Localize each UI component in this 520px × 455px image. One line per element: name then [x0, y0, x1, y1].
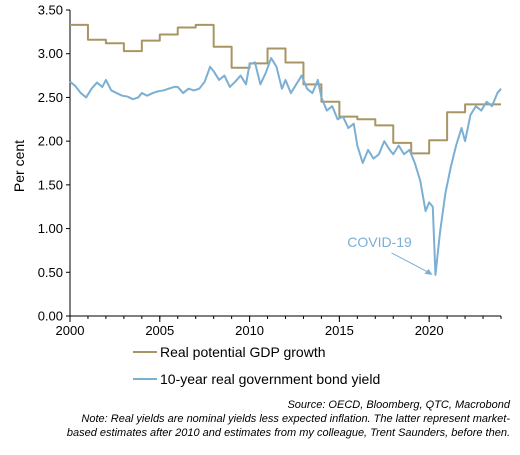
- y-axis-label: Per cent: [11, 140, 27, 192]
- y-tick-label: 2.00: [38, 134, 63, 149]
- plot-area: [69, 10, 502, 317]
- y-tick-label: 1.00: [38, 221, 63, 236]
- note-line-1: Note: Real yields are nominal yields les…: [81, 413, 510, 425]
- annotation-label: COVID-19: [347, 234, 412, 250]
- note-line-2: based estimates after 2010 and estimates…: [67, 427, 510, 439]
- x-axis-ticks: 2000 2005 2010 2015 2020: [56, 316, 502, 338]
- legend-label-1: Real potential GDP growth: [160, 344, 326, 360]
- x-tick-label: 2015: [325, 323, 354, 338]
- y-tick-label: 0.50: [38, 265, 63, 280]
- y-tick-label: 2.50: [38, 90, 63, 105]
- y-tick-label: 1.50: [38, 177, 63, 192]
- y-tick-label: 3.00: [38, 46, 63, 61]
- x-tick-label: 2020: [415, 323, 444, 338]
- legend-label-2: 10-year real government bond yield: [160, 371, 380, 387]
- annotation-arrow-line: [391, 252, 432, 275]
- source-note: Source: OECD, Bloomberg, QTC, Macrobond: [287, 399, 510, 411]
- x-tick-label: 2010: [235, 323, 264, 338]
- legend: Real potential GDP growth 10-year real go…: [133, 344, 380, 387]
- y-tick-label: 0.00: [38, 309, 63, 324]
- y-axis-ticks: 0.00 0.50 1.00 1.50 2.00 2.50 3.00 3.50: [38, 3, 70, 324]
- annotations: COVID-19: [347, 234, 433, 275]
- x-tick-label: 2000: [56, 323, 85, 338]
- y-tick-label: 3.50: [38, 3, 63, 18]
- series-line-2: [69, 57, 502, 276]
- annotation-arrowhead: [424, 268, 433, 275]
- series-line-1: [70, 23, 501, 155]
- x-tick-label: 2005: [145, 323, 174, 338]
